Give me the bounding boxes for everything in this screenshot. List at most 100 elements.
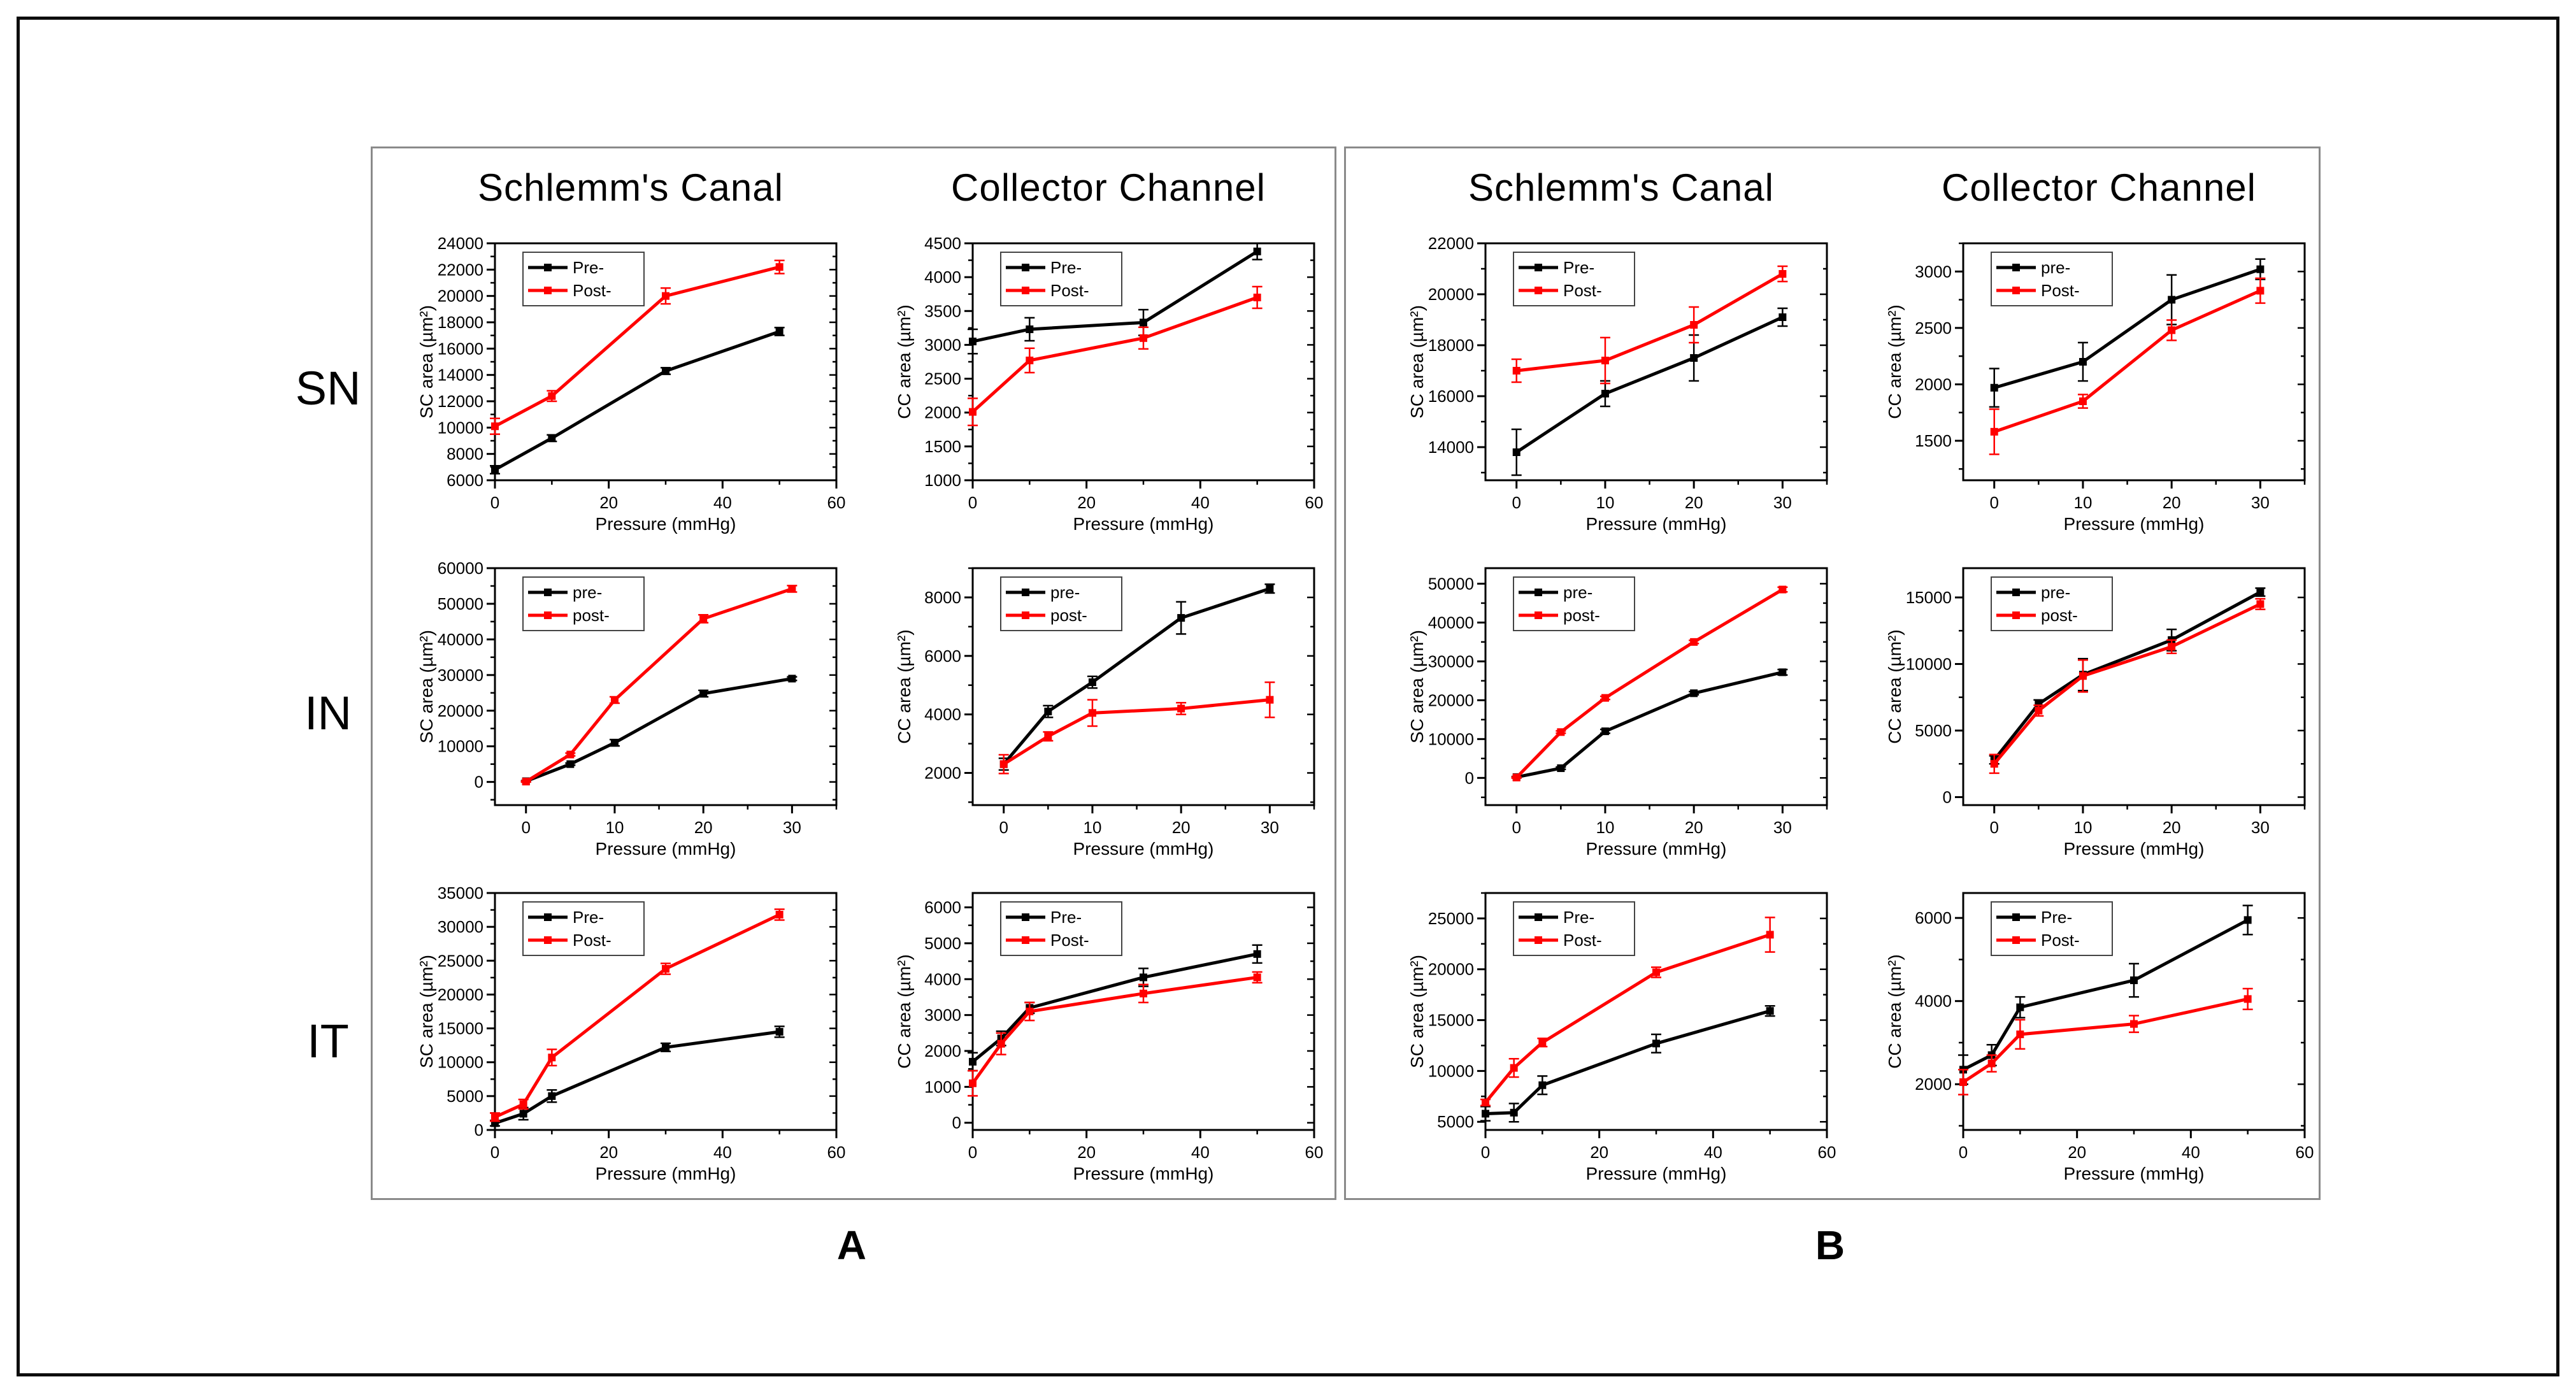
y-axis-label: CC area (µm²) <box>1885 629 1905 743</box>
x-tick-label: 40 <box>2182 1143 2200 1162</box>
y-tick-label: 24000 <box>438 234 483 253</box>
series-pre <box>520 675 798 785</box>
data-marker <box>2256 265 2265 273</box>
y-axis-label: CC area (µm²) <box>1885 304 1905 418</box>
data-marker <box>1177 704 1185 713</box>
y-tick-label: 30000 <box>438 917 483 936</box>
legend-label: Pre- <box>1050 908 1082 927</box>
y-tick-label: 1500 <box>924 437 961 456</box>
series-post <box>1511 265 1788 385</box>
data-marker <box>2168 643 2176 651</box>
x-tick-label: 20 <box>2163 493 2181 512</box>
series-pre <box>998 583 1275 771</box>
x-tick-label: 20 <box>694 818 713 837</box>
panel-a-box <box>371 146 1336 1200</box>
legend: Pre- Post- <box>1991 901 2113 956</box>
data-marker <box>1026 356 1034 364</box>
x-tick-label: 40 <box>713 1143 732 1162</box>
x-tick-label: 0 <box>1989 818 1998 837</box>
x-tick-label: 40 <box>1191 493 1210 512</box>
data-marker <box>662 367 669 375</box>
data-marker <box>2256 588 2265 596</box>
y-tick-label: 4000 <box>924 705 961 724</box>
legend-label: post- <box>1563 606 1600 625</box>
y-tick-label: 16000 <box>1428 387 1474 406</box>
series-post <box>1989 277 2266 455</box>
x-axis-label: Pressure (mmHg) <box>1586 514 1727 534</box>
y-tick-label: 0 <box>1943 787 1952 806</box>
data-marker <box>548 1054 556 1062</box>
legend-marker <box>544 589 552 596</box>
legend-box <box>522 576 645 631</box>
data-marker <box>1690 321 1698 329</box>
x-axis-label: Pressure (mmHg) <box>596 839 736 859</box>
panel-b-header-collector-channel: Collector Channel <box>1942 166 2256 209</box>
data-marker <box>2079 672 2087 680</box>
legend-marker <box>1022 611 1029 619</box>
y-tick-label: 40000 <box>438 630 483 649</box>
x-axis-label: Pressure (mmHg) <box>1073 839 1214 859</box>
legend-box <box>1000 576 1122 631</box>
legend-box <box>522 252 645 306</box>
series-pre <box>490 327 785 475</box>
legend-marker <box>1022 589 1029 596</box>
legend-label: Pre- <box>1563 908 1594 927</box>
x-tick-label: 20 <box>1590 1143 1608 1162</box>
data-marker <box>699 689 708 697</box>
panel-b-header-schlemms-canal: Schlemm's Canal <box>1468 166 1774 209</box>
chart-a-in-cc-area: 0 10 20 30 2000 4000 6000 8000 pre-post- Pressure… <box>889 559 1328 865</box>
chart-b-in-cc-area: 0 10 20 30 0 5000 10000 15000 pre-post- Pressure … <box>1879 559 2319 865</box>
panel-label-b: B <box>1815 1222 1845 1268</box>
data-marker <box>1690 354 1698 362</box>
y-tick-label: 2500 <box>924 369 961 389</box>
x-tick-label: 10 <box>1596 818 1614 837</box>
data-marker <box>1959 1078 1967 1086</box>
chart-b-sn-sc-area: 0 10 20 30 14000 16000 18000 20000 22000 Pre- Post… <box>1401 234 1841 540</box>
data-marker <box>1652 1039 1660 1048</box>
y-tick-label: 22000 <box>438 260 483 279</box>
data-marker <box>1044 708 1052 716</box>
y-tick-label: 10000 <box>438 737 483 756</box>
legend-label: Post- <box>1050 281 1089 300</box>
series-pre <box>490 1025 785 1127</box>
data-marker <box>2016 1030 2024 1038</box>
y-tick-label: 5000 <box>447 1087 483 1106</box>
series-line <box>494 265 780 428</box>
legend-marker <box>2012 936 2020 944</box>
y-tick-label: 1500 <box>1915 431 1952 450</box>
chart-svg: 0 20 40 60 1000 1500 2000 2500 3000 3500 4000 4500 P… <box>894 234 1323 534</box>
data-marker <box>969 408 977 416</box>
y-tick-label: 50000 <box>438 594 483 613</box>
data-marker <box>699 615 708 623</box>
y-tick-label: 3500 <box>924 301 961 320</box>
x-tick-label: 40 <box>1704 1143 1722 1162</box>
legend-marker <box>1535 589 1542 596</box>
data-marker <box>1987 1059 1996 1068</box>
data-marker <box>548 1092 556 1100</box>
x-axis-label: Pressure (mmHg) <box>596 514 736 534</box>
legend-label: Pre- <box>2041 908 2072 927</box>
data-marker <box>1482 1110 1489 1118</box>
series-line <box>1994 268 2261 390</box>
x-tick-label: 0 <box>999 818 1008 837</box>
legend-marker <box>544 611 552 619</box>
y-tick-label: 60000 <box>438 559 483 578</box>
data-marker <box>1601 727 1609 736</box>
x-tick-label: 0 <box>1989 493 1998 512</box>
legend-marker <box>544 287 552 294</box>
y-axis-label: SC area (µm²) <box>417 305 436 418</box>
x-tick-label: 30 <box>1773 493 1792 512</box>
legend-label: Post- <box>573 931 612 950</box>
legend-marker <box>2012 913 2020 921</box>
chart-svg: 0 20 40 60 0 1000 2000 3000 4000 5000 6000 Pre- Post… <box>894 892 1323 1183</box>
y-tick-label: 35000 <box>438 884 483 903</box>
x-tick-label: 10 <box>1083 818 1101 837</box>
series-line <box>525 676 792 783</box>
data-marker <box>662 1043 669 1052</box>
x-tick-label: 40 <box>1191 1143 1210 1162</box>
x-tick-label: 0 <box>1512 818 1521 837</box>
y-tick-label: 22000 <box>1428 234 1474 253</box>
chart-svg: 0 20 40 60 5000 10000 15000 20000 25000 Pre- Post-… <box>1407 892 1836 1183</box>
y-tick-label: 20000 <box>1428 285 1474 304</box>
data-marker <box>1088 678 1096 687</box>
